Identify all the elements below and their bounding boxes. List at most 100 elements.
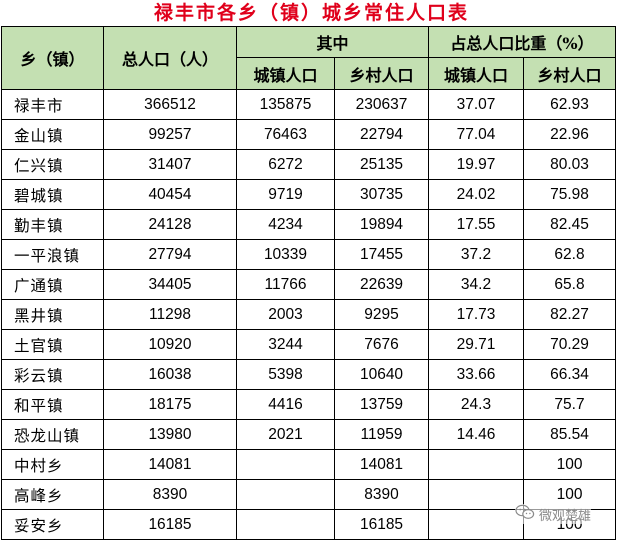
cell-rural-population: 17455	[333, 239, 430, 270]
cell-total-population: 18175	[103, 389, 237, 420]
header-rural-population: 乡村人口	[333, 57, 430, 90]
cell-township: 妥安乡	[1, 509, 104, 540]
cell-urban-share	[428, 479, 525, 510]
cell-township: 土官镇	[1, 329, 104, 360]
cell-urban-population: 2003	[236, 299, 335, 330]
cell-township: 一平浪镇	[1, 239, 104, 270]
cell-rural-share: 65.8	[523, 269, 617, 300]
cell-total-population: 27794	[103, 239, 237, 270]
cell-urban-share: 29.71	[428, 329, 525, 360]
cell-urban-population: 2021	[236, 419, 335, 450]
table-row: 勤丰镇 24128 4234 19894 17.55 82.45	[1, 209, 617, 240]
cell-urban-share: 34.2	[428, 269, 525, 300]
header-total-population: 总人口（人）	[103, 26, 237, 90]
cell-urban-share	[428, 509, 525, 540]
cell-rural-share: 82.27	[523, 299, 617, 330]
cell-rural-population: 14081	[333, 449, 430, 480]
cell-urban-population: 11766	[236, 269, 335, 300]
cell-urban-share	[428, 449, 525, 480]
cell-total-population: 34405	[103, 269, 237, 300]
cell-urban-population	[236, 479, 335, 510]
table-row: 彩云镇 16038 5398 10640 33.66 66.34	[1, 359, 617, 390]
table-row: 一平浪镇 27794 10339 17455 37.2 62.8	[1, 239, 617, 270]
cell-rural-share: 62.8	[523, 239, 617, 270]
cell-urban-share: 14.46	[428, 419, 525, 450]
cell-total-population: 99257	[103, 119, 237, 150]
table-body: 禄丰市 366512 135875 230637 37.07 62.93 金山镇 99257 7…	[1, 89, 617, 540]
cell-rural-population: 7676	[333, 329, 430, 360]
cell-urban-share: 37.2	[428, 239, 525, 270]
table-title: 禄丰市各乡（镇）城乡常住人口表	[153, 2, 469, 24]
cell-total-population: 16185	[103, 509, 237, 540]
cell-township: 碧城镇	[1, 179, 104, 210]
header-rural-share: 乡村人口	[523, 57, 617, 90]
cell-rural-population: 10640	[333, 359, 430, 390]
cell-total-population: 10920	[103, 329, 237, 360]
cell-township: 勤丰镇	[1, 209, 104, 240]
cell-township: 恐龙山镇	[1, 419, 104, 450]
cell-rural-share: 82.45	[523, 209, 617, 240]
cell-total-population: 13980	[103, 419, 237, 450]
cell-total-population: 366512	[103, 89, 237, 120]
cell-rural-share: 70.29	[523, 329, 617, 360]
table-row: 广通镇 34405 11766 22639 34.2 65.8	[1, 269, 617, 300]
cell-rural-population: 25135	[333, 149, 430, 180]
cell-urban-population	[236, 509, 335, 540]
cell-rural-population: 16185	[333, 509, 430, 540]
cell-rural-population: 19894	[333, 209, 430, 240]
table-row: 禄丰市 366512 135875 230637 37.07 62.93	[1, 89, 617, 120]
table-row: 金山镇 99257 76463 22794 77.04 22.96	[1, 119, 617, 150]
cell-township: 和平镇	[1, 389, 104, 420]
table-row: 土官镇 10920 3244 7676 29.71 70.29	[1, 329, 617, 360]
cell-total-population: 40454	[103, 179, 237, 210]
cell-rural-share: 75.98	[523, 179, 617, 210]
cell-rural-share: 22.96	[523, 119, 617, 150]
cell-urban-population: 135875	[236, 89, 335, 120]
cell-urban-share: 17.73	[428, 299, 525, 330]
cell-township: 金山镇	[1, 119, 104, 150]
cell-urban-population: 10339	[236, 239, 335, 270]
table-row: 黑井镇 11298 2003 9295 17.73 82.27	[1, 299, 617, 330]
cell-rural-population: 22639	[333, 269, 430, 300]
population-table: 乡（镇） 总人口（人） 其中 占总人口比重（%） 城镇人口 乡村人口 城镇人口 …	[1, 26, 617, 540]
header-urban-share: 城镇人口	[428, 57, 525, 90]
watermark: 微观楚雄	[515, 504, 592, 524]
cell-total-population: 14081	[103, 449, 237, 480]
header-township: 乡（镇）	[1, 26, 104, 90]
cell-township: 黑井镇	[1, 299, 104, 330]
cell-township: 禄丰市	[1, 89, 104, 120]
cell-urban-share: 19.97	[428, 149, 525, 180]
cell-rural-share: 66.34	[523, 359, 617, 390]
header-share-of-total: 占总人口比重（%）	[428, 26, 617, 58]
cell-urban-population: 5398	[236, 359, 335, 390]
table-row: 中村乡 14081 14081 100	[1, 449, 617, 480]
cell-urban-population: 76463	[236, 119, 335, 150]
cell-rural-share: 80.03	[523, 149, 617, 180]
cell-urban-share: 24.3	[428, 389, 525, 420]
table-row: 碧城镇 40454 9719 30735 24.02 75.98	[1, 179, 617, 210]
cell-urban-share: 24.02	[428, 179, 525, 210]
cell-rural-population: 30735	[333, 179, 430, 210]
cell-township: 中村乡	[1, 449, 104, 480]
table-row: 和平镇 18175 4416 13759 24.3 75.7	[1, 389, 617, 420]
cell-rural-population: 8390	[333, 479, 430, 510]
table-row: 仁兴镇 31407 6272 25135 19.97 80.03	[1, 149, 617, 180]
table-row: 恐龙山镇 13980 2021 11959 14.46 85.54	[1, 419, 617, 450]
cell-township: 彩云镇	[1, 359, 104, 390]
cell-total-population: 24128	[103, 209, 237, 240]
cell-total-population: 16038	[103, 359, 237, 390]
cell-rural-share: 100	[523, 449, 617, 480]
cell-total-population: 11298	[103, 299, 237, 330]
cell-rural-population: 11959	[333, 419, 430, 450]
cell-urban-share: 37.07	[428, 89, 525, 120]
cell-urban-share: 77.04	[428, 119, 525, 150]
cell-rural-share: 85.54	[523, 419, 617, 450]
cell-urban-share: 33.66	[428, 359, 525, 390]
header-urban-population: 城镇人口	[236, 57, 335, 90]
table-row: 妥安乡 16185 16185 100	[1, 509, 617, 540]
cell-township: 广通镇	[1, 269, 104, 300]
cell-urban-population: 4234	[236, 209, 335, 240]
cell-urban-population: 6272	[236, 149, 335, 180]
cell-urban-population: 9719	[236, 179, 335, 210]
cell-total-population: 8390	[103, 479, 237, 510]
